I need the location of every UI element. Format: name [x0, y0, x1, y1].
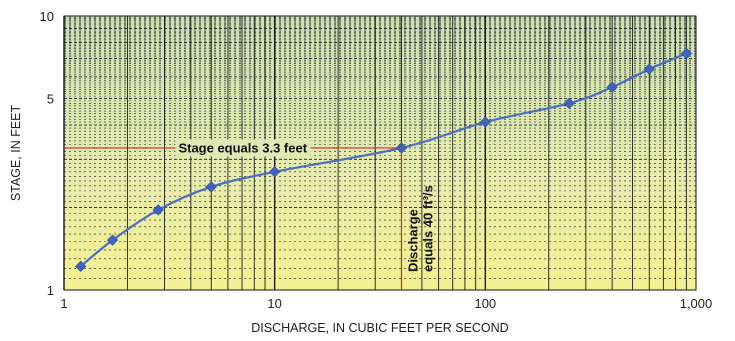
annotation-discharge-line2: equals 40 ft³/s	[421, 185, 436, 272]
y-axis-title: STAGE, IN FEET	[9, 104, 23, 201]
data-point-marker	[563, 97, 575, 109]
data-point-marker	[606, 81, 618, 93]
x-tick-label: 100	[474, 296, 496, 311]
x-tick-label: 1	[60, 296, 67, 311]
reference-lines	[64, 139, 403, 290]
data-point-marker	[479, 116, 491, 128]
annotation-stage: Stage equals 3.3 feet	[178, 140, 307, 155]
plot-frame	[63, 15, 697, 291]
series-layer	[75, 47, 692, 272]
x-axis-title: DISCHARGE, IN CUBIC FEET PER SECOND	[251, 321, 508, 335]
data-point-marker	[75, 260, 87, 272]
y-tick-label: 5	[47, 91, 54, 106]
tick-labels: 1 10 100 1,000 1 5 10	[40, 9, 713, 311]
annotation-discharge-line1: Discharge	[406, 209, 421, 272]
data-point-marker	[106, 234, 119, 246]
x-tick-label: 10	[267, 296, 281, 311]
data-point-marker	[269, 166, 281, 178]
annotation-stage-background	[175, 139, 311, 157]
data-point-marker	[680, 47, 692, 60]
x-tick-label: 1,000	[680, 296, 713, 311]
data-point-marker	[395, 142, 408, 154]
data-point-marker	[205, 181, 217, 193]
y-tick-label: 1	[47, 283, 54, 298]
data-point-marker	[152, 204, 164, 216]
annotation-discharge: Discharge equals 40 ft³/s	[406, 185, 436, 272]
data-point-marker	[643, 63, 655, 75]
y-tick-label: 10	[40, 9, 54, 24]
